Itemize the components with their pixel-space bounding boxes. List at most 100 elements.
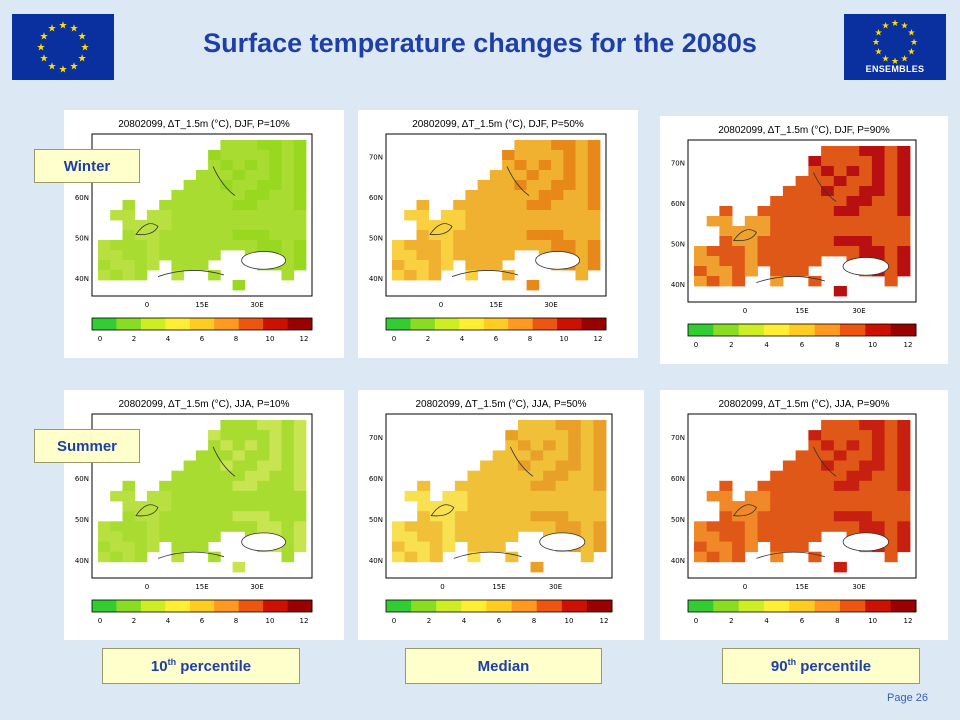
colorbar-segment bbox=[189, 600, 215, 612]
map-cell bbox=[782, 266, 796, 277]
map-cell bbox=[293, 430, 307, 441]
map-cell bbox=[477, 220, 491, 231]
black-sea bbox=[539, 532, 586, 552]
map-cell bbox=[795, 196, 809, 207]
map-winter-p10: 20802099, ΔT_1.5m (°C), DJF, P=10% 70N60… bbox=[64, 110, 344, 358]
map-cell bbox=[884, 236, 898, 247]
lon-tick-label: 15E bbox=[795, 307, 808, 315]
map-cell bbox=[404, 490, 418, 502]
map-cell bbox=[429, 551, 443, 563]
map-cell bbox=[208, 480, 221, 492]
map-cell bbox=[593, 531, 607, 542]
lat-tick-label: 50N bbox=[671, 516, 685, 524]
map-cell bbox=[232, 240, 246, 251]
map-cell bbox=[846, 196, 860, 207]
map-cell bbox=[808, 430, 822, 441]
map-cell bbox=[269, 521, 282, 532]
map-cell bbox=[897, 226, 911, 237]
map-cell bbox=[281, 210, 295, 221]
map-cell bbox=[281, 541, 295, 553]
map-cell bbox=[871, 450, 885, 461]
map-cell bbox=[517, 501, 531, 512]
map-cell bbox=[580, 551, 594, 563]
map-cell bbox=[538, 220, 552, 231]
lon-tick-label: 0 bbox=[145, 301, 149, 309]
map-cell bbox=[98, 260, 111, 271]
map-cell bbox=[244, 150, 258, 161]
map-cell bbox=[526, 180, 540, 191]
label-text: percentile bbox=[176, 658, 252, 675]
map-cell bbox=[269, 220, 282, 231]
map-cell bbox=[543, 420, 557, 431]
map-cell bbox=[833, 420, 847, 431]
map-cell bbox=[429, 521, 443, 532]
colorbar-tick-label: 12 bbox=[594, 335, 603, 343]
map-cell bbox=[757, 226, 771, 237]
map-cell bbox=[281, 220, 295, 231]
star-icon: ★ bbox=[78, 54, 87, 65]
map-cell bbox=[208, 220, 221, 231]
map-cell bbox=[244, 170, 258, 181]
colorbar-tick-label: 4 bbox=[166, 335, 171, 343]
coastline bbox=[212, 166, 236, 196]
coastline bbox=[732, 229, 757, 242]
map-cell bbox=[220, 200, 233, 211]
map-cell bbox=[269, 501, 282, 512]
map-cell bbox=[404, 260, 417, 271]
map-heading: 20802099, ΔT_1.5m (°C), DJF, P=90% bbox=[718, 125, 890, 136]
map-cell bbox=[98, 531, 111, 542]
lon-tick-label: 30E bbox=[549, 583, 562, 591]
map-cell bbox=[392, 531, 405, 542]
map-cell bbox=[195, 220, 209, 231]
map-heading: 20802099, ΔT_1.5m (°C), DJF, P=10% bbox=[118, 119, 290, 130]
map-cell bbox=[719, 256, 733, 267]
map-cell bbox=[208, 250, 221, 261]
map-cell bbox=[833, 246, 847, 257]
map-cell bbox=[897, 236, 911, 247]
map-cell bbox=[417, 501, 431, 512]
map-cell bbox=[821, 226, 835, 237]
map-cell bbox=[269, 200, 282, 211]
map-cell bbox=[770, 276, 784, 287]
map-cell bbox=[429, 501, 443, 512]
map-cell bbox=[404, 240, 417, 251]
map-cell bbox=[808, 450, 822, 461]
map-cell bbox=[859, 430, 873, 441]
map-cell bbox=[171, 470, 184, 482]
map-cell bbox=[719, 551, 733, 563]
map-cell bbox=[502, 270, 515, 281]
map-cell bbox=[454, 490, 468, 502]
lat-tick-label: 40N bbox=[369, 557, 383, 565]
map-cell bbox=[220, 140, 233, 151]
map-cell bbox=[440, 240, 454, 251]
map-cell bbox=[719, 276, 733, 287]
map-cell bbox=[232, 480, 246, 492]
map-cell bbox=[110, 490, 123, 502]
map-cell bbox=[897, 430, 911, 441]
map-cell bbox=[244, 230, 258, 241]
map-cell bbox=[517, 420, 531, 431]
coastline bbox=[756, 276, 825, 283]
map-cell bbox=[220, 220, 233, 231]
map-cell bbox=[846, 460, 860, 471]
lat-tick-label: 60N bbox=[75, 194, 89, 202]
map-cell bbox=[871, 521, 885, 532]
colorbar-tick-label: 6 bbox=[200, 617, 205, 625]
map-cell bbox=[706, 541, 720, 553]
map-cell bbox=[442, 501, 456, 512]
map-cell bbox=[871, 146, 885, 157]
map-cell bbox=[538, 160, 552, 171]
map-cell bbox=[871, 480, 885, 492]
colorbar-segment bbox=[238, 318, 264, 330]
map-cell bbox=[530, 490, 544, 502]
map-cell bbox=[171, 210, 184, 221]
map-cell bbox=[257, 140, 270, 151]
map-cell bbox=[884, 460, 898, 471]
map-cell bbox=[744, 541, 758, 553]
map-cell bbox=[568, 490, 582, 502]
map-cell bbox=[232, 561, 246, 573]
map-cell bbox=[757, 216, 771, 227]
map-cell bbox=[732, 246, 746, 257]
lon-tick-label: 0 bbox=[743, 307, 747, 315]
colorbar-tick-label: 4 bbox=[166, 617, 171, 625]
